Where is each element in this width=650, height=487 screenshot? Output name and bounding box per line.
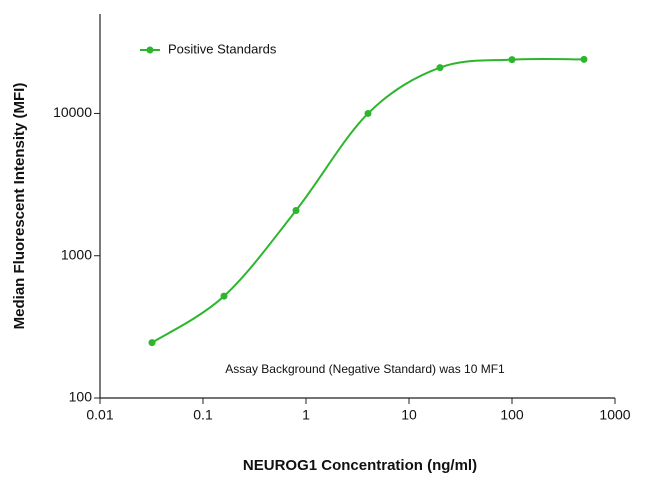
y-axis-label: Median Fluorescent Intensity (MFI) (11, 83, 28, 330)
legend-marker (146, 46, 154, 54)
data-point (148, 339, 156, 347)
data-point (292, 206, 300, 214)
x-tick-label: 1000 (599, 407, 630, 423)
data-point (508, 56, 516, 64)
fit-curve (151, 57, 584, 344)
y-tick-label: 10000 (53, 104, 92, 120)
y-tick-label: 100 (69, 389, 93, 405)
x-axis-label: NEUROG1 Concentration (ng/ml) (243, 457, 477, 474)
x-tick-label: 0.1 (193, 407, 213, 423)
x-tick-label: 100 (500, 407, 524, 423)
x-tick-label: 0.01 (86, 407, 113, 423)
data-point (436, 64, 444, 72)
x-tick-label: 10 (401, 407, 417, 423)
x-tick-label: 1 (302, 407, 310, 423)
y-tick-label: 1000 (61, 246, 92, 262)
data-point (580, 55, 588, 63)
annotation: Assay Background (Negative Standard) was… (225, 362, 505, 376)
data-point (220, 292, 228, 300)
data-point (364, 109, 372, 117)
legend-label: Positive Standards (168, 41, 277, 56)
